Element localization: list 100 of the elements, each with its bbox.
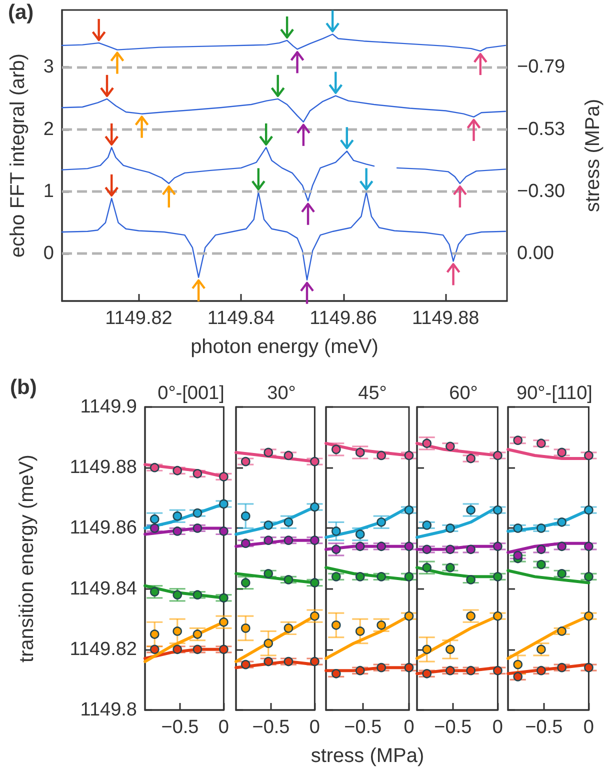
- x-tick-label: −0.5: [434, 717, 472, 738]
- point: [172, 590, 182, 600]
- point: [150, 587, 160, 596]
- point: [284, 517, 294, 527]
- point: [536, 544, 546, 554]
- x-axis-title: photon energy (meV): [190, 336, 378, 358]
- point: [557, 517, 566, 527]
- x-tick-label: 1149.84: [207, 308, 276, 329]
- point: [332, 444, 341, 454]
- point: [192, 644, 202, 654]
- y-tick-label: 1149.9: [80, 396, 137, 418]
- point: [536, 644, 546, 654]
- point: [240, 660, 250, 670]
- point: [466, 611, 476, 621]
- point: [422, 438, 432, 448]
- point: [150, 630, 160, 639]
- point: [310, 578, 320, 588]
- point: [150, 644, 160, 654]
- chart-title: 45°: [358, 383, 387, 404]
- point: [446, 562, 455, 572]
- y-tick-label: 1149.82: [70, 638, 137, 660]
- point: [493, 611, 502, 621]
- line-series: [61, 95, 506, 123]
- point: [404, 662, 414, 672]
- line-series: [61, 192, 506, 280]
- point: [219, 526, 228, 536]
- point: [310, 536, 320, 545]
- point: [536, 666, 546, 676]
- point: [332, 572, 341, 582]
- x-tick-label: 0: [492, 717, 504, 738]
- point: [493, 450, 502, 460]
- point: [466, 505, 476, 515]
- line-series: [61, 34, 506, 52]
- x-tick-label: 0: [218, 717, 230, 738]
- point: [264, 520, 274, 530]
- point: [376, 450, 386, 460]
- point: [422, 562, 432, 572]
- point: [240, 578, 250, 588]
- point: [310, 456, 320, 466]
- point: [446, 442, 455, 452]
- point: [284, 536, 294, 545]
- x-tick-label: −0.5: [161, 717, 199, 738]
- y-axis-title: transition energy (meV): [16, 454, 38, 662]
- point: [466, 666, 476, 676]
- y-axis-title: echo FFT integral (arb): [7, 53, 29, 258]
- point: [584, 450, 594, 460]
- point: [192, 469, 202, 478]
- y-tick-label: 2: [43, 118, 54, 140]
- point: [172, 644, 182, 654]
- point: [536, 438, 546, 448]
- point: [422, 544, 432, 554]
- point: [192, 524, 202, 533]
- point: [446, 544, 455, 554]
- y-tick-label: 1: [43, 181, 54, 202]
- point: [332, 544, 341, 554]
- point: [513, 436, 523, 445]
- point: [557, 626, 566, 636]
- point: [584, 505, 594, 515]
- point: [264, 569, 274, 578]
- point: [264, 536, 274, 545]
- point: [404, 572, 414, 582]
- point: [404, 450, 414, 460]
- point: [240, 511, 250, 521]
- point: [150, 514, 160, 524]
- y2-axis-title: stress (MPa): [582, 98, 604, 212]
- point: [584, 572, 594, 582]
- point: [422, 520, 432, 530]
- ref-line-label: 0.00: [517, 243, 554, 264]
- point: [284, 624, 294, 633]
- point: [355, 448, 365, 458]
- point: [240, 538, 250, 548]
- x-axis-title: stress (MPa): [310, 745, 424, 767]
- point: [404, 611, 414, 621]
- chart-title: 30°: [267, 383, 296, 404]
- point: [192, 508, 202, 518]
- point: [219, 644, 228, 654]
- point: [513, 672, 523, 682]
- x-tick-label: 0: [583, 717, 594, 738]
- point: [376, 517, 386, 527]
- point: [404, 542, 414, 552]
- x-tick-label: 1149.86: [310, 308, 377, 329]
- text: (a): [8, 1, 34, 24]
- point: [536, 560, 546, 570]
- x-tick-label: 0: [404, 717, 414, 738]
- point: [240, 456, 250, 466]
- point: [376, 542, 386, 552]
- point: [557, 542, 566, 552]
- point: [310, 611, 320, 621]
- text: (b): [10, 376, 37, 399]
- y-tick-label: 1149.88: [70, 457, 137, 478]
- point: [422, 668, 432, 678]
- point: [192, 590, 202, 600]
- point: [172, 626, 182, 636]
- y-tick-label: 0: [43, 243, 54, 264]
- point: [332, 620, 341, 630]
- point: [536, 524, 546, 533]
- point: [310, 502, 320, 512]
- point: [332, 668, 341, 678]
- ref-line-label: −0.53: [517, 118, 566, 140]
- point: [219, 499, 228, 509]
